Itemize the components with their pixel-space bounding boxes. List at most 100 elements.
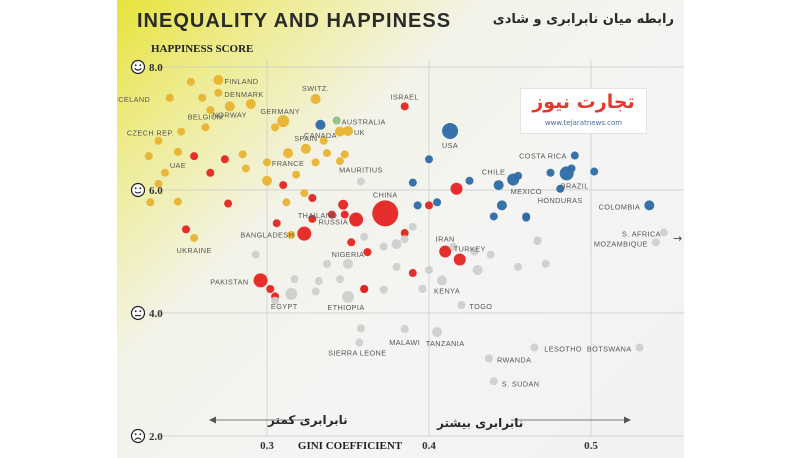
data-point bbox=[489, 377, 498, 386]
data-point bbox=[472, 264, 483, 275]
data-point bbox=[182, 225, 190, 234]
data-point bbox=[201, 123, 210, 132]
data-point bbox=[314, 277, 323, 286]
data-point bbox=[297, 226, 312, 241]
point-label: SIERRA LEONE bbox=[328, 349, 386, 358]
point-label: CANADA bbox=[304, 131, 337, 140]
data-point bbox=[379, 285, 388, 294]
point-label: UKRAINE bbox=[176, 246, 211, 255]
y-tick-label: 4.0 bbox=[149, 308, 163, 320]
data-point bbox=[332, 116, 341, 125]
offscale-arrow-icon: → bbox=[673, 232, 682, 245]
point-label: RUSSIA bbox=[319, 218, 349, 227]
data-point bbox=[292, 170, 301, 179]
data-point bbox=[343, 258, 353, 269]
data-point bbox=[450, 182, 463, 195]
point-label: HONDURAS bbox=[538, 196, 583, 205]
data-point bbox=[253, 273, 268, 288]
data-point bbox=[266, 285, 275, 294]
smile-face-icon bbox=[130, 59, 146, 75]
data-point bbox=[173, 147, 182, 156]
data-point bbox=[484, 354, 493, 363]
data-point bbox=[391, 239, 402, 250]
data-point bbox=[160, 168, 169, 177]
point-label: BANGLADESH bbox=[240, 231, 294, 240]
x-tick-label: 0.4 bbox=[422, 440, 436, 452]
data-point bbox=[392, 262, 401, 271]
data-point bbox=[355, 338, 364, 347]
data-point bbox=[408, 178, 417, 187]
point-label: LESOTHO bbox=[544, 344, 582, 353]
data-point bbox=[514, 262, 523, 271]
data-point bbox=[220, 155, 229, 164]
data-point bbox=[282, 198, 291, 207]
point-label: TANZANIA bbox=[426, 339, 465, 348]
data-point bbox=[334, 126, 345, 137]
data-point bbox=[356, 324, 365, 333]
data-point bbox=[335, 275, 344, 284]
data-point bbox=[300, 189, 309, 198]
chart-title: INEQUALITY AND HAPPINESS bbox=[137, 10, 452, 32]
point-label: COSTA RICA bbox=[519, 152, 567, 161]
data-point bbox=[343, 125, 353, 136]
data-point bbox=[514, 171, 523, 180]
less-inequality-label: نابرابری کمتر bbox=[268, 413, 348, 427]
data-point bbox=[310, 93, 321, 104]
point-label: MEXICO bbox=[511, 187, 542, 196]
data-point bbox=[308, 193, 317, 202]
data-point bbox=[214, 88, 223, 97]
data-point bbox=[272, 219, 281, 228]
data-point bbox=[372, 200, 399, 227]
data-point bbox=[449, 242, 458, 251]
point-label: COLOMBIA bbox=[599, 202, 641, 211]
data-point bbox=[165, 93, 174, 102]
data-point bbox=[190, 233, 199, 242]
data-point bbox=[198, 93, 207, 102]
publisher-logo: تجارت نیوز www.tejaratnews.com bbox=[520, 88, 647, 134]
point-label: ISRAEL bbox=[391, 92, 419, 101]
data-point bbox=[556, 184, 565, 193]
point-labels: FINLAND DENMARK ICELAND SWITZ. ISRAEL NORWAY G… bbox=[117, 77, 682, 388]
point-label: PAKISTAN bbox=[210, 277, 248, 286]
data-point bbox=[224, 199, 233, 208]
data-point bbox=[457, 301, 466, 310]
point-label: SWITZ. bbox=[302, 84, 329, 93]
data-point bbox=[338, 199, 349, 210]
data-point bbox=[154, 179, 163, 188]
data-point bbox=[418, 285, 427, 294]
data-point bbox=[308, 214, 317, 223]
data-point bbox=[335, 157, 344, 166]
data-point bbox=[530, 343, 539, 352]
data-point bbox=[493, 180, 504, 191]
data-point bbox=[489, 212, 498, 221]
point-label: UK bbox=[354, 128, 365, 137]
y-tick-label: 2.0 bbox=[149, 431, 163, 443]
data-point bbox=[442, 122, 459, 139]
data-point bbox=[567, 164, 576, 173]
data-point bbox=[287, 230, 296, 239]
point-label: ICELAND bbox=[117, 95, 150, 104]
data-point bbox=[285, 287, 298, 300]
less-inequality-arrow bbox=[209, 416, 304, 424]
data-point bbox=[546, 168, 555, 177]
data-point bbox=[465, 176, 474, 185]
point-label: FRANCE bbox=[272, 159, 304, 168]
point-label: CHILE bbox=[482, 168, 506, 177]
neutral-face-icon bbox=[130, 305, 146, 321]
infographic-panel: FINLAND DENMARK ICELAND SWITZ. ISRAEL NORWAY G… bbox=[117, 0, 684, 458]
point-label: NORWAY bbox=[213, 110, 247, 119]
chart-subtitle-fa: رابطه میان نابرابری و شادی bbox=[492, 12, 674, 27]
data-point bbox=[651, 238, 660, 247]
data-point bbox=[439, 245, 452, 258]
data-point bbox=[300, 143, 311, 154]
data-point bbox=[659, 228, 668, 237]
point-label: MALAWI bbox=[389, 338, 420, 347]
data-point bbox=[486, 250, 495, 259]
data-point bbox=[425, 265, 433, 274]
data-point bbox=[425, 155, 433, 164]
data-point bbox=[279, 181, 288, 190]
point-label: UAE bbox=[170, 161, 186, 170]
data-point bbox=[342, 291, 354, 304]
data-point bbox=[360, 232, 369, 241]
point-label: NIGERIA bbox=[332, 250, 365, 259]
